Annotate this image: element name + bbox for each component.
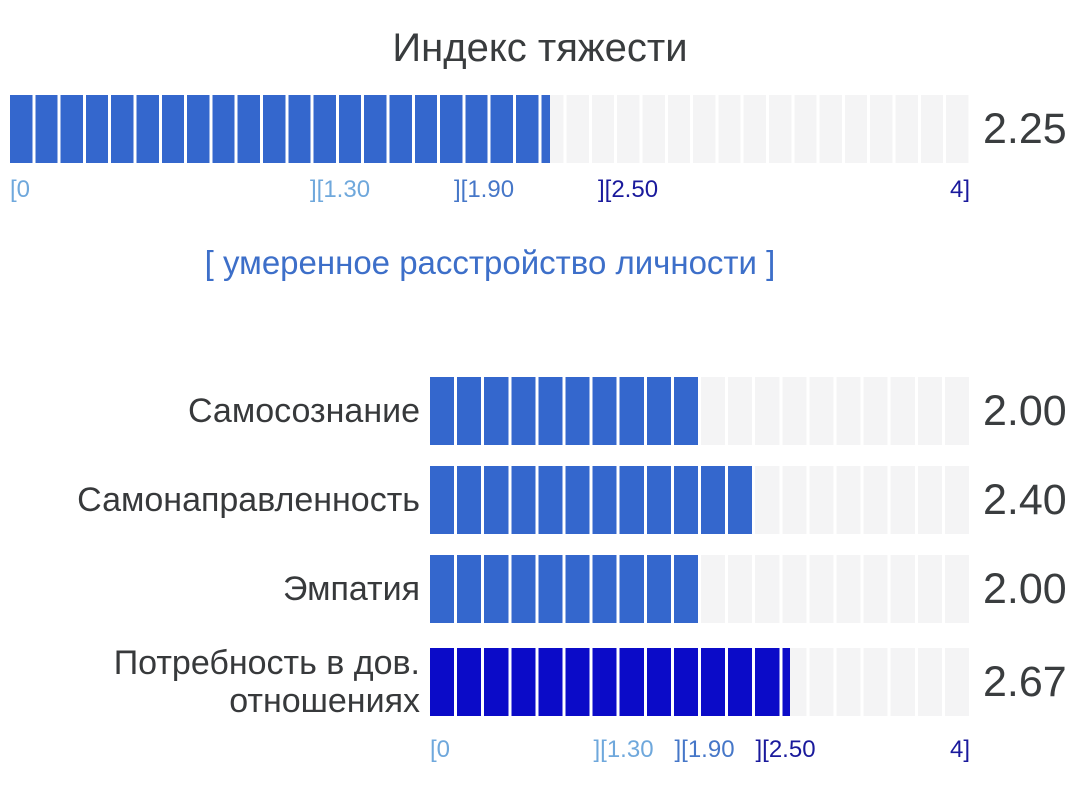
facet-bar-fill xyxy=(430,648,791,717)
bottom-scale-column: [0 ][1.30 ][1.90 ][2.50 4] xyxy=(430,736,970,764)
facet-bar xyxy=(430,466,970,534)
scale-tick: [0 xyxy=(10,176,31,203)
facet-label: Эмпатия xyxy=(283,569,420,608)
severity-bar-column xyxy=(10,95,970,163)
scale-tick: ][1.30 xyxy=(310,176,371,203)
facet-row: Эмпатия 2.00 xyxy=(0,555,1080,623)
facet-value: 2.00 xyxy=(983,564,1067,613)
facet-label: Потребность в дов. отношениях xyxy=(113,644,420,721)
facet-bar-fill xyxy=(430,377,700,445)
scale-tick: ][2.50 xyxy=(755,735,816,763)
scale-tick: ][2.50 xyxy=(598,176,659,203)
facet-bar-fill xyxy=(430,466,754,534)
facet-value: 2.67 xyxy=(983,657,1067,706)
severity-bar-fill xyxy=(10,95,550,163)
facet-bar-column xyxy=(430,377,970,445)
facet-bar-column xyxy=(430,466,970,534)
scale-top: [0 ][1.30 ][1.90 ][2.50 4] xyxy=(10,176,970,204)
facet-value: 2.00 xyxy=(983,386,1067,435)
scale-bottom: [0 ][1.30 ][1.90 ][2.50 4] xyxy=(430,736,970,764)
scale-tick: 4] xyxy=(949,176,970,203)
scale-tick: 4] xyxy=(949,735,970,763)
facet-bar-fill xyxy=(430,555,700,623)
severity-bar-row: 2.25 xyxy=(10,95,1080,163)
facet-bar-column xyxy=(430,555,970,623)
scale-tick: ][1.90 xyxy=(674,735,735,763)
facet-value: 2.40 xyxy=(983,475,1067,524)
facet-bar-column xyxy=(430,648,970,717)
scale-tick: ][1.30 xyxy=(593,735,654,763)
facet-label: Самосознание xyxy=(188,391,420,430)
facet-label: Самонаправленность xyxy=(77,480,420,519)
page-title: Индекс тяжести xyxy=(392,26,688,70)
facet-row: Самонаправленность 2.40 xyxy=(0,466,1080,534)
facet-bar xyxy=(430,648,970,717)
facet-bar xyxy=(430,377,970,445)
facet-row: Самосознание 2.00 xyxy=(0,377,1080,445)
scale-tick: [0 xyxy=(430,735,451,763)
scale-tick: ][1.90 xyxy=(454,176,515,203)
bottom-scale-row: [0 ][1.30 ][1.90 ][2.50 4] xyxy=(0,736,1080,764)
severity-value: 2.25 xyxy=(983,104,1067,153)
facet-rows: Самосознание 2.00 Самонаправленность 2.4… xyxy=(0,377,1080,721)
facet-row: Потребность в дов. отношениях 2.67 xyxy=(0,644,1080,721)
facet-bar xyxy=(430,555,970,623)
severity-band-label: [ умеренное расстройство личности ] xyxy=(204,244,776,281)
severity-bar xyxy=(10,95,970,163)
